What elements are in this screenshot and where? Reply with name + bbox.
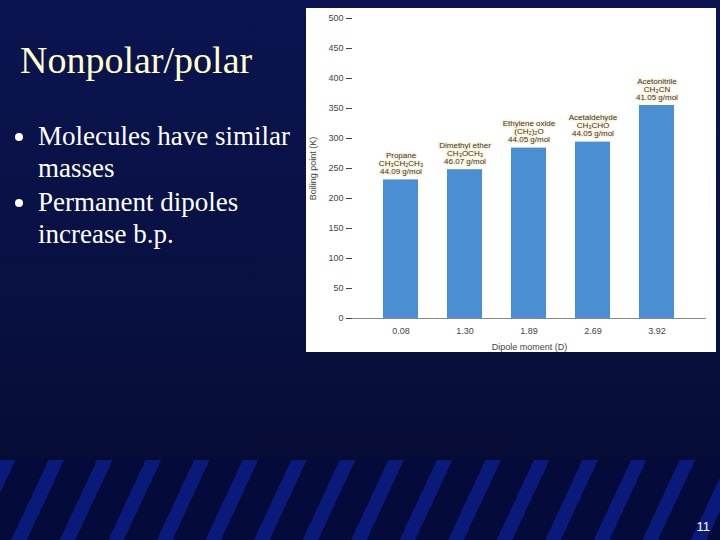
svg-text:100: 100 (328, 253, 343, 263)
svg-text:250: 250 (328, 163, 343, 173)
html-text:Molecules have similar masses: Molecules have similar masses (38, 121, 290, 183)
svg-text:1.30: 1.30 (456, 326, 474, 336)
svg-text:350: 350 (328, 103, 343, 113)
svg-text:300: 300 (328, 133, 343, 143)
svg-text:Boiling point (K): Boiling point (K) (308, 137, 318, 201)
svg-text:1.89: 1.89 (520, 326, 538, 336)
svg-text:500: 500 (328, 13, 343, 23)
svg-text:450: 450 (328, 43, 343, 53)
svg-text:3.92: 3.92 (648, 326, 666, 336)
svg-text:Ethylene oxide(CH₂)₂O44.05 g/m: Ethylene oxide(CH₂)₂O44.05 g/mol (503, 119, 556, 144)
svg-text:0: 0 (338, 313, 343, 323)
html-text:Nonpolar/polar: Nonpolar/polar (20, 39, 253, 81)
svg-text:2.69: 2.69 (584, 326, 602, 336)
svg-text:200: 200 (328, 193, 343, 203)
svg-text:150: 150 (328, 223, 343, 233)
html-text:11: 11 (696, 519, 710, 534)
svg-text:AcetonitrileCH₃CN41.05 g/mol: AcetonitrileCH₃CN41.05 g/mol (636, 77, 678, 102)
svg-text:Dipole moment (D): Dipole moment (D) (492, 342, 568, 352)
svg-text:AcetaldehydeCH₃CHO44.05 g/mol: AcetaldehydeCH₃CHO44.05 g/mol (569, 113, 618, 138)
svg-text:Dimethyl etherCH₃OCH₃46.07 g/m: Dimethyl etherCH₃OCH₃46.07 g/mol (439, 141, 491, 166)
svg-text:50: 50 (333, 283, 343, 293)
svg-text:0.08: 0.08 (392, 326, 410, 336)
svg-text:PropaneCH₃CH₂CH₃44.09 g/mol: PropaneCH₃CH₂CH₃44.09 g/mol (379, 151, 423, 176)
svg-text:400: 400 (328, 73, 343, 83)
html-text:Permanent dipoles increase b.p: Permanent dipoles increase b.p. (38, 187, 239, 249)
